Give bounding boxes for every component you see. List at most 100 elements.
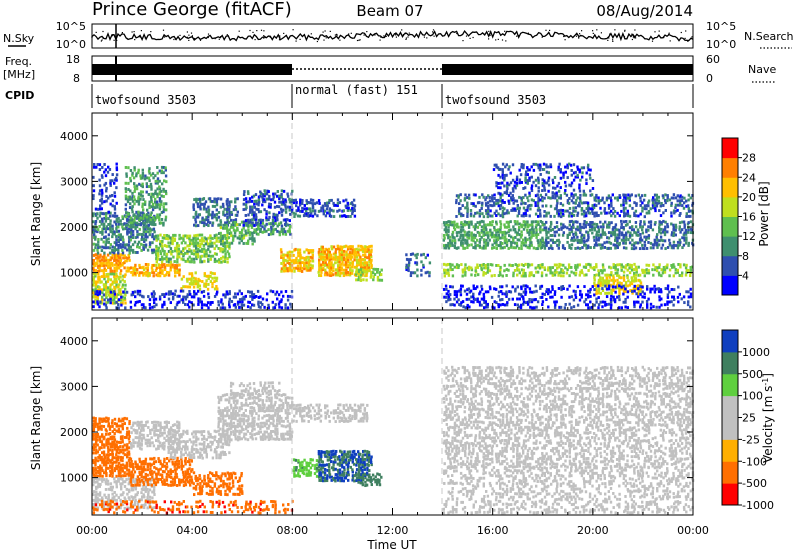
scatter-cell-band-22 xyxy=(597,238,600,242)
scatter-cell-band-20 xyxy=(687,214,690,218)
scatter-cell-band-21 xyxy=(537,166,540,170)
scatter-cell-band-6 xyxy=(221,250,225,254)
scatter-cell-band-23 xyxy=(601,282,604,286)
scatter-cell-band-18 xyxy=(537,241,540,245)
scatter-cell-band-24 xyxy=(553,290,557,294)
scatter-cell-band-20 xyxy=(459,193,462,197)
scatter-cell-band-12 xyxy=(167,297,171,301)
scatter-cell-band-16 xyxy=(369,275,373,279)
scatter-cell-band-22 xyxy=(543,246,547,250)
scatter-cell-band-1 xyxy=(117,254,120,258)
scatter-cell-band-6 xyxy=(222,244,225,248)
scatter-cell-band-10 xyxy=(269,205,272,209)
scatter-cell-band-0 xyxy=(123,296,126,300)
scatter-cell-band-24 xyxy=(589,287,592,291)
scatter-cell-band-10 xyxy=(244,203,248,207)
scatter-cell-band-6 xyxy=(213,234,216,238)
scatter-cell-band-14 xyxy=(361,261,365,265)
scatter-cell-band-2 xyxy=(100,237,103,241)
scatter-cell-band-18 xyxy=(520,244,523,248)
scatter-cell-band-21 xyxy=(589,176,592,180)
scatter-cell-band-15 xyxy=(339,214,342,218)
scatter-cell-band-12 xyxy=(232,295,236,299)
scatter-cell-band-11 xyxy=(278,222,281,226)
scatter-cell-band-22 xyxy=(661,243,665,247)
scatter-cell-band-14 xyxy=(347,245,350,249)
scatter-cell-band-19 xyxy=(512,271,515,275)
scatter-cell-band-19 xyxy=(558,271,561,275)
scatter-cell-band-12 xyxy=(98,305,101,309)
scatter-cell-band-18 xyxy=(495,222,498,226)
scatter-cell-band-21 xyxy=(543,181,546,185)
scatter-cell-band-1 xyxy=(94,253,97,257)
scatter-cell-band-6 xyxy=(205,239,208,243)
scatter-cell-band-14 xyxy=(332,245,336,249)
scatter-cell-band-4 xyxy=(156,166,159,169)
scatter-cell-band-19 xyxy=(624,266,627,270)
scatter-cell-band-6 xyxy=(186,236,189,240)
scatter-cell-band-12 xyxy=(163,295,166,299)
scatter-cell-band-24 xyxy=(618,284,621,288)
scatter-cell-band-4 xyxy=(148,171,151,175)
scatter-cell-band-19 xyxy=(451,268,454,272)
scatter-cell-band-20 xyxy=(655,198,658,202)
scatter-cell-band-15 xyxy=(352,198,356,202)
scatter-cell-band-18 xyxy=(463,220,467,224)
scatter-cell-band-23 xyxy=(601,283,605,287)
scatter-cell-band-17 xyxy=(407,258,410,262)
scatter-cell-band-18 xyxy=(484,223,487,227)
nsearch-point xyxy=(495,39,497,41)
scatter-cell-band-0 xyxy=(106,300,110,304)
scatter-cell-band-6 xyxy=(208,250,212,254)
scatter-cell-band-2 xyxy=(104,217,108,221)
scatter-cell-band-19 xyxy=(574,268,578,272)
scatter-cell-band-6 xyxy=(226,257,229,261)
scatter-cell-band-20 xyxy=(551,196,554,200)
scatter-cell-band-18 xyxy=(453,236,456,240)
scatter-cell-band-2 xyxy=(135,216,139,220)
scatter-cell-band-22 xyxy=(578,241,581,244)
scatter-cell-band-12 xyxy=(226,292,229,296)
scatter-cell-band-19 xyxy=(579,270,582,274)
scatter-cell-band-13 xyxy=(292,259,295,263)
scatter-cell-band-19 xyxy=(647,263,651,267)
scatter-cell-band-24 xyxy=(547,292,550,296)
scatter-cell-band-4 xyxy=(144,215,147,219)
scatter-cell-band-3 xyxy=(100,207,103,211)
scatter-cell-band-21 xyxy=(509,181,513,185)
scatter-cell-band-19 xyxy=(628,271,632,275)
scatter-cell-band-0 xyxy=(100,288,104,292)
scatter-cell-band-19 xyxy=(638,273,642,277)
scatter-cell-band-12 xyxy=(98,292,101,296)
scatter-cell-band-5 xyxy=(154,263,157,267)
scatter-cell-band-19 xyxy=(616,271,619,275)
scatter-cell-band-22 xyxy=(628,241,632,245)
scatter-cell-band-4 xyxy=(130,207,134,211)
scatter-cell-band-21 xyxy=(552,186,555,190)
scatter-cell-band-24 xyxy=(488,285,492,289)
scatter-cell-band-12 xyxy=(286,294,290,298)
scatter-cell-band-22 xyxy=(672,240,676,244)
scatter-cell-band-24 xyxy=(672,303,675,307)
scatter-cell-band-4 xyxy=(137,168,140,172)
scatter-cell-band-4 xyxy=(135,223,138,227)
scatter-cell-band-1 xyxy=(94,264,97,268)
scatter-cell-band-12 xyxy=(136,289,140,293)
scatter-cell-band-22 xyxy=(658,239,661,243)
scatter-cell-band-12 xyxy=(274,292,277,296)
scatter-cell-band-10 xyxy=(248,220,252,224)
scatter-cell-band-4 xyxy=(158,179,161,183)
scatter-cell-band-21 xyxy=(495,163,498,167)
scatter-cell-band-19 xyxy=(560,268,563,272)
scatter-cell-band-22 xyxy=(600,235,603,239)
scatter-cell-band-8 xyxy=(208,197,212,201)
scatter-cell-band-2 xyxy=(142,246,145,249)
scatter-cell-band-6 xyxy=(220,260,223,264)
scatter-cell-band-10 xyxy=(279,207,283,211)
scatter-cell-band-2 xyxy=(138,223,141,226)
scatter-cell-band-20 xyxy=(568,197,571,200)
scatter-cell-band-22 xyxy=(628,220,631,224)
scatter-cell-band-15 xyxy=(303,204,306,207)
scatter-cell-band-24 xyxy=(664,287,667,291)
scatter-cell-band-21 xyxy=(551,191,554,195)
